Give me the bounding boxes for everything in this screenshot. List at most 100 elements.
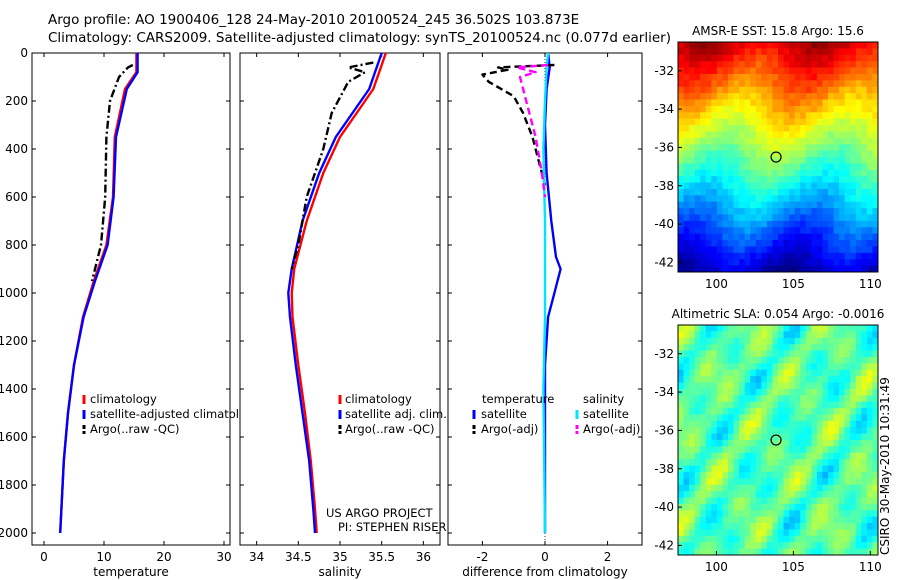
sla-map-cell — [733, 395, 740, 403]
sla-map-cell — [828, 503, 834, 511]
sst-map-cell — [822, 240, 829, 247]
sst-map-cell — [811, 48, 818, 56]
sst-map-cell — [733, 227, 740, 235]
sst-map-cell — [833, 150, 840, 158]
sla-map-cell — [750, 491, 757, 498]
sla-map-cell — [700, 503, 707, 511]
sst-map-cell — [711, 86, 718, 94]
sst-map-cell — [872, 252, 879, 260]
sla-map-cell — [828, 356, 834, 364]
sla-map-cell — [700, 523, 707, 530]
sla-map-cell — [711, 420, 718, 428]
sla-map-cell — [722, 503, 729, 511]
sst-map-cell — [716, 99, 723, 107]
sst-map-cell — [866, 61, 873, 68]
sst-map-cell — [783, 86, 790, 94]
sla-map-cell — [683, 459, 690, 466]
sla-map-cell — [828, 414, 834, 422]
sst-map-cell — [850, 144, 857, 152]
sst-map-cell — [794, 182, 801, 190]
sla-map-cell — [761, 465, 768, 473]
sla-map-cell — [739, 440, 746, 447]
sla-map-cell — [761, 535, 768, 543]
sst-map-cell — [722, 169, 729, 177]
sst-map-cell — [783, 67, 790, 75]
sla-map-cell — [700, 535, 707, 543]
sla-map-cell — [866, 395, 873, 403]
sla-map-cell — [744, 491, 751, 498]
sla-map-cell — [828, 471, 834, 479]
sla-map-cell — [822, 331, 829, 339]
sla-map-cell — [783, 414, 790, 422]
sst-map-cell — [800, 80, 807, 88]
sst-map-cell — [872, 137, 879, 145]
sst-map-cell — [689, 163, 696, 171]
sla-map-cell — [761, 344, 768, 351]
sst-map-cell — [705, 125, 712, 132]
sla-map-cell — [766, 331, 773, 339]
sla-map-cell — [728, 497, 734, 505]
sla-map-cell — [850, 388, 857, 396]
sla-map-cell — [772, 465, 779, 473]
sst-map-cell — [733, 157, 740, 164]
sst-map-cell — [683, 233, 690, 241]
sla-map-cell — [800, 344, 807, 351]
sla-map-cell — [816, 465, 823, 473]
sst-map-cell — [839, 252, 846, 260]
sla-map-cell — [728, 484, 734, 492]
sst-map-cell — [861, 259, 868, 267]
sla-map-cell — [872, 440, 879, 447]
sst-map-cell — [744, 73, 751, 81]
sla-map-cell — [755, 484, 762, 492]
sla-map-cell — [678, 395, 684, 403]
sst-map-cell — [778, 227, 784, 235]
sla-map-cell — [805, 452, 812, 460]
sst-map-cell — [739, 80, 746, 88]
sla-map-cell — [761, 548, 768, 556]
sst-map-cell — [800, 182, 807, 190]
sst-map-cell — [794, 61, 801, 68]
sla-map-cell — [700, 529, 707, 537]
sst-map-cell — [761, 42, 768, 49]
sst-map-cell — [839, 227, 846, 235]
sst-map-cell — [689, 112, 696, 120]
sst-map-cell — [811, 233, 818, 241]
sst-map-cell — [761, 233, 768, 241]
sla-map-cell — [833, 395, 840, 403]
sst-map-cell — [678, 169, 684, 177]
sst-map-cell — [855, 208, 862, 215]
sst-map-cell — [700, 54, 707, 62]
sst-map-cell — [833, 259, 840, 267]
sst-map-cell — [855, 125, 862, 132]
sla-map-cell — [833, 497, 840, 505]
sla-map-cell — [678, 420, 684, 428]
sst-map-cell — [828, 195, 834, 203]
sla-map-cell — [822, 440, 829, 447]
sst-map-cell — [855, 118, 862, 126]
sst-map-cell — [705, 131, 712, 139]
sla-map-cell — [816, 529, 823, 537]
sla-map-cell — [722, 356, 729, 364]
sla-map-cell — [778, 382, 784, 390]
sla-map-cell — [861, 337, 868, 345]
sst-map-cell — [750, 118, 757, 126]
sst-map-cell — [844, 54, 851, 62]
sla-map-cell — [716, 401, 723, 409]
sst-map-cell — [800, 112, 807, 120]
sst-map-cell — [700, 169, 707, 177]
sst-map-cell — [772, 144, 779, 152]
sla-map-cell — [866, 401, 873, 409]
sla-map-cell — [839, 471, 846, 479]
sla-map-cell — [789, 503, 796, 511]
sla-map-cell — [794, 350, 801, 358]
sla-map-cell — [711, 408, 718, 415]
sst-map-cell — [778, 252, 784, 260]
sla-map-cell — [861, 395, 868, 403]
sla-map-cell — [855, 510, 862, 518]
sst-map-cell — [833, 118, 840, 126]
sst-map-cell — [789, 137, 796, 145]
sla-map-cell — [705, 369, 712, 377]
sla-map-cell — [744, 401, 751, 409]
sla-map-cell — [828, 395, 834, 403]
sst-map-cell — [711, 131, 718, 139]
